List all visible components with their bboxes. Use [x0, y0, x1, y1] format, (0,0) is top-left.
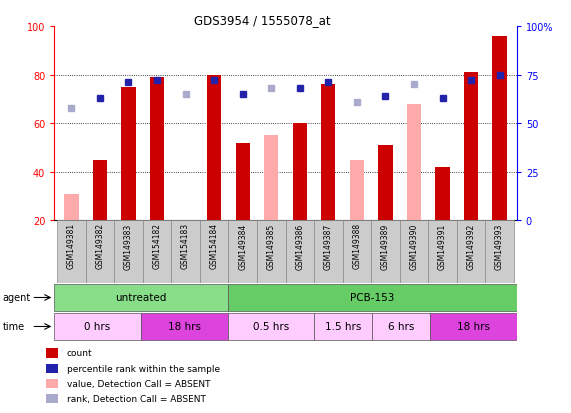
Text: GDS3954 / 1555078_at: GDS3954 / 1555078_at — [194, 14, 331, 27]
Bar — [257, 221, 286, 283]
Text: percentile rank within the sample: percentile rank within the sample — [67, 364, 220, 373]
Text: GSM149384: GSM149384 — [238, 223, 247, 269]
Bar — [114, 221, 143, 283]
Bar — [54, 284, 228, 311]
Text: value, Detection Call = ABSENT: value, Detection Call = ABSENT — [67, 379, 210, 388]
Bar — [435, 168, 450, 221]
Bar — [200, 221, 228, 283]
Bar — [57, 221, 86, 283]
Bar — [141, 313, 228, 340]
Text: GSM149385: GSM149385 — [267, 223, 276, 269]
Text: GSM149391: GSM149391 — [438, 223, 447, 269]
Text: GSM149387: GSM149387 — [324, 223, 333, 269]
Bar — [485, 221, 514, 283]
Text: 1.5 hrs: 1.5 hrs — [325, 322, 361, 332]
Bar — [492, 36, 507, 221]
Bar — [228, 221, 257, 283]
Bar — [150, 78, 164, 221]
Bar — [207, 75, 222, 221]
Bar — [349, 160, 364, 221]
Text: rank, Detection Call = ABSENT: rank, Detection Call = ABSENT — [67, 394, 206, 404]
Bar — [143, 221, 171, 283]
Bar — [86, 221, 114, 283]
Text: agent: agent — [3, 293, 31, 303]
Bar — [371, 221, 400, 283]
Text: GSM149392: GSM149392 — [467, 223, 476, 269]
Bar — [464, 73, 478, 221]
Bar — [407, 104, 421, 221]
Text: 18 hrs: 18 hrs — [457, 322, 490, 332]
Bar — [171, 221, 200, 283]
Bar — [54, 313, 141, 340]
Bar — [122, 88, 136, 221]
Text: GSM149383: GSM149383 — [124, 223, 133, 269]
Bar — [430, 313, 517, 340]
Text: GSM149386: GSM149386 — [295, 223, 304, 269]
Bar — [379, 146, 393, 221]
Bar — [228, 313, 315, 340]
Text: 6 hrs: 6 hrs — [388, 322, 415, 332]
Bar — [264, 136, 278, 221]
Text: 0.5 hrs: 0.5 hrs — [253, 322, 289, 332]
Text: untreated: untreated — [115, 293, 167, 303]
Text: GSM149382: GSM149382 — [95, 223, 104, 269]
Bar — [428, 221, 457, 283]
Text: GSM149389: GSM149389 — [381, 223, 390, 269]
Text: 18 hrs: 18 hrs — [168, 322, 201, 332]
Bar — [286, 221, 314, 283]
Text: count: count — [67, 349, 93, 358]
Text: GSM154182: GSM154182 — [152, 223, 162, 269]
Bar — [228, 284, 517, 311]
Bar — [457, 221, 485, 283]
Text: GSM149388: GSM149388 — [352, 223, 361, 269]
Bar — [315, 313, 372, 340]
Text: GSM149393: GSM149393 — [495, 223, 504, 269]
Bar — [343, 221, 371, 283]
Text: GSM149390: GSM149390 — [409, 223, 419, 269]
Bar — [314, 221, 343, 283]
Bar — [235, 143, 250, 221]
Bar — [321, 85, 335, 221]
Bar — [372, 313, 430, 340]
Text: 0 hrs: 0 hrs — [85, 322, 111, 332]
Bar — [293, 124, 307, 221]
Bar — [93, 160, 107, 221]
Bar — [400, 221, 428, 283]
Text: GSM154183: GSM154183 — [181, 223, 190, 269]
Text: PCB-153: PCB-153 — [350, 293, 395, 303]
Text: time: time — [3, 322, 25, 332]
Bar — [64, 194, 79, 221]
Text: GSM154184: GSM154184 — [210, 223, 219, 269]
Text: GSM149381: GSM149381 — [67, 223, 76, 269]
